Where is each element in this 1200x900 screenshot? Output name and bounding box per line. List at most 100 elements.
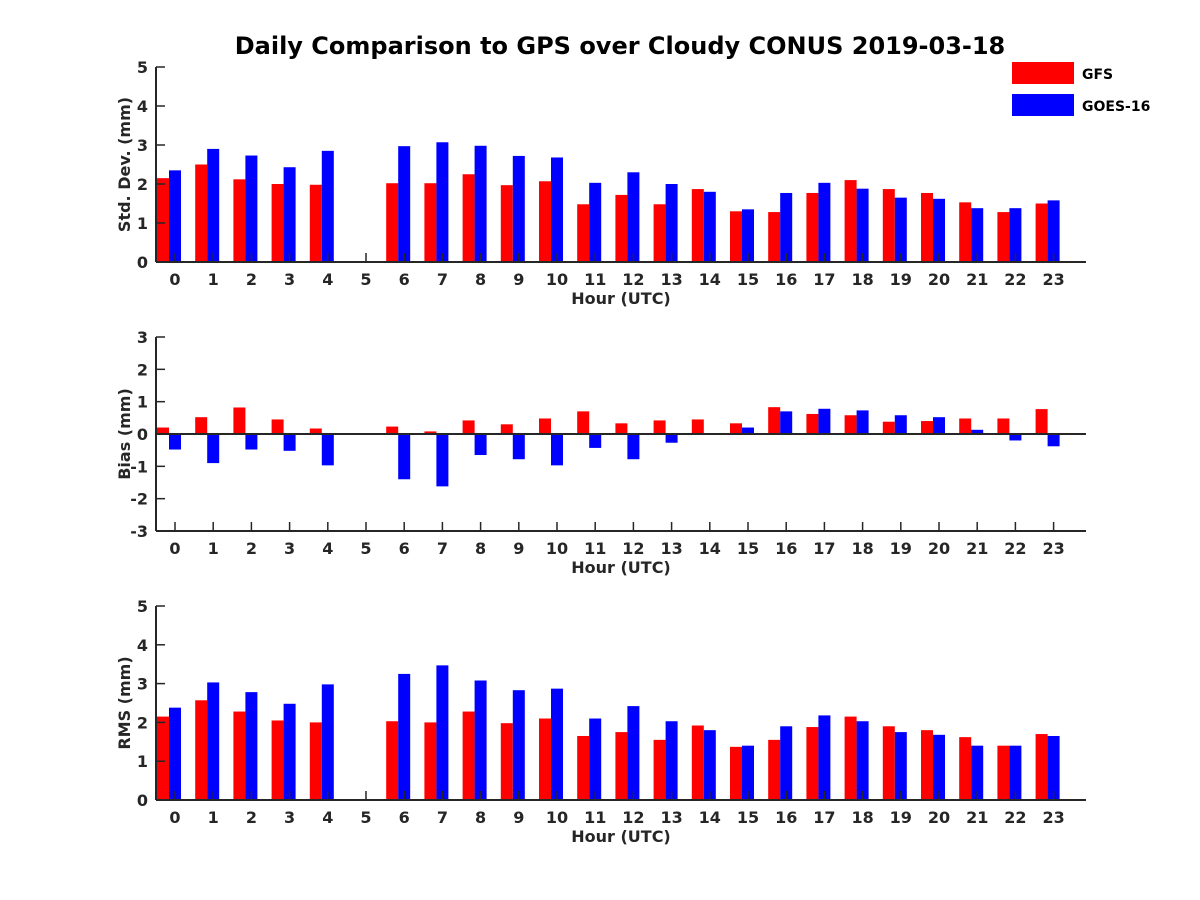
bar-gfs-hour-15 — [730, 423, 742, 434]
x-tick-label: 12 — [622, 270, 644, 289]
bar-gfs-hour-8 — [462, 174, 475, 262]
bar-goes-16-hour-4 — [321, 434, 334, 466]
x-tick-label: 17 — [813, 808, 835, 827]
bar-gfs-hour-4 — [309, 184, 322, 262]
bar-goes-16-hour-13 — [665, 434, 678, 443]
x-tick-label: 7 — [437, 539, 448, 558]
bar-goes-16-hour-3 — [283, 703, 296, 800]
x-tick-label: 5 — [360, 270, 371, 289]
bar-goes-16-hour-8 — [474, 680, 487, 800]
bar-gfs-hour-14 — [691, 419, 704, 434]
x-tick-label: 10 — [546, 539, 568, 558]
x-tick-label: 8 — [475, 539, 486, 558]
bar-gfs-hour-2 — [233, 407, 246, 434]
x-tick-label: 13 — [660, 539, 682, 558]
bar-goes-16-hour-4 — [321, 150, 334, 262]
y-tick-label: 1 — [137, 393, 148, 412]
bar-goes-16-hour-19 — [894, 197, 907, 262]
x-tick-label: 14 — [699, 539, 721, 558]
x-tick-label: 4 — [322, 539, 333, 558]
bar-gfs-hour-16 — [768, 212, 781, 262]
y-tick-label: 2 — [137, 175, 148, 194]
bar-goes-16-hour-21 — [971, 208, 984, 262]
y-tick-label: 3 — [137, 328, 148, 347]
bar-gfs-hour-3 — [271, 419, 284, 434]
x-tick-label: 18 — [851, 270, 873, 289]
bar-gfs-hour-19 — [882, 189, 895, 262]
y-tick-label: -2 — [130, 490, 148, 509]
legend: GFS GOES-16 — [1012, 62, 1150, 116]
y-tick-label: 0 — [137, 425, 148, 444]
bar-gfs-hour-14 — [691, 189, 704, 262]
x-tick-label: 0 — [169, 808, 180, 827]
bar-gfs-hour-6 — [386, 426, 399, 434]
x-tick-label: 19 — [890, 539, 912, 558]
x-tick-label: 20 — [928, 539, 950, 558]
bar-goes-16-hour-7 — [436, 665, 449, 800]
y-tick-label: 1 — [137, 214, 148, 233]
bar-goes-16-hour-10 — [551, 157, 563, 262]
x-tick-label: 15 — [737, 270, 759, 289]
bar-gfs-hour-16 — [768, 407, 781, 434]
bar-goes-16-hour-7 — [436, 142, 449, 262]
x-tick-label: 11 — [584, 808, 606, 827]
bar-gfs-hour-17 — [806, 413, 819, 434]
bar-gfs-hour-2 — [233, 179, 246, 262]
x-tick-label: 8 — [475, 270, 486, 289]
bar-gfs-hour-10 — [539, 718, 551, 800]
bar-goes-16-hour-9 — [512, 690, 525, 800]
bar-goes-16-hour-18 — [856, 410, 869, 434]
x-tick-label: 16 — [775, 808, 797, 827]
x-tick-label: 23 — [1042, 808, 1064, 827]
x-tick-label: 16 — [775, 270, 797, 289]
bar-gfs-hour-21 — [959, 737, 972, 800]
bar-goes-16-hour-6 — [398, 673, 411, 800]
bar-goes-16-hour-4 — [321, 684, 334, 800]
bar-goes-16-hour-13 — [665, 184, 678, 262]
x-tick-label: 3 — [284, 539, 295, 558]
bar-gfs-hour-13 — [653, 739, 666, 800]
bar-goes-16-hour-20 — [933, 734, 945, 800]
bar-goes-16-hour-10 — [551, 688, 563, 800]
x-tick-label: 21 — [966, 808, 988, 827]
x-tick-label: 9 — [513, 808, 524, 827]
bar-gfs-hour-10 — [539, 181, 551, 262]
x-tick-label: 6 — [399, 539, 410, 558]
bar-goes-16-hour-17 — [818, 715, 831, 800]
x-tick-label: 17 — [813, 270, 835, 289]
bar-gfs-hour-0 — [157, 716, 169, 800]
x-tick-label: 13 — [660, 270, 682, 289]
bar-gfs-hour-16 — [768, 739, 781, 800]
x-tick-label: 14 — [699, 808, 721, 827]
bar-gfs-hour-20 — [921, 192, 933, 262]
x-tick-label: 2 — [246, 270, 257, 289]
bar-gfs-hour-23 — [1035, 409, 1048, 434]
x-tick-label: 15 — [737, 808, 759, 827]
x-axis-label: Hour (UTC) — [571, 558, 671, 577]
x-tick-label: 2 — [246, 539, 257, 558]
legend-swatch-gfs — [1012, 62, 1074, 84]
bar-goes-16-hour-8 — [474, 145, 487, 262]
x-tick-label: 10 — [546, 808, 568, 827]
x-tick-label: 7 — [437, 808, 448, 827]
bar-goes-16-hour-19 — [894, 732, 907, 800]
bar-goes-16-hour-1 — [207, 682, 220, 800]
x-tick-label: 0 — [169, 539, 180, 558]
bar-gfs-hour-9 — [500, 424, 513, 434]
bar-gfs-hour-0 — [157, 427, 169, 434]
bar-goes-16-hour-22 — [1009, 434, 1022, 441]
bar-goes-16-hour-12 — [627, 706, 640, 800]
bar-gfs-hour-18 — [844, 180, 857, 262]
bar-gfs-hour-0 — [157, 178, 169, 262]
x-tick-label: 4 — [322, 808, 333, 827]
y-tick-label: 3 — [137, 136, 148, 155]
bar-gfs-hour-8 — [462, 711, 475, 800]
x-tick-label: 16 — [775, 539, 797, 558]
x-tick-label: 6 — [399, 270, 410, 289]
bar-goes-16-hour-9 — [512, 155, 525, 262]
bar-goes-16-hour-7 — [436, 434, 449, 487]
